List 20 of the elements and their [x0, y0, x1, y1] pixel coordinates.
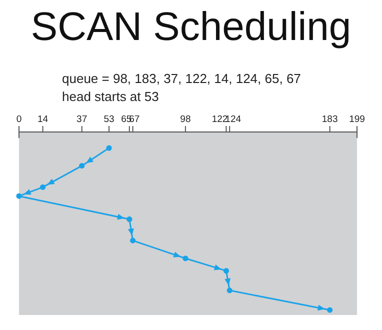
x-tick-label: 183 [322, 114, 338, 125]
point [126, 216, 132, 222]
point [223, 268, 230, 274]
x-tick-label: 53 [104, 114, 114, 125]
point [16, 193, 22, 199]
point [106, 145, 112, 151]
point [130, 238, 136, 244]
point [40, 184, 46, 190]
x-tick-label: 199 [349, 114, 365, 125]
point [226, 288, 232, 294]
chart-title: SCAN Scheduling [30, 5, 352, 49]
point [182, 256, 188, 262]
x-tick-label: 98 [180, 114, 191, 125]
chart-subtitle: queue = 98, 183, 37, 122, 14, 124, 65, 67 [62, 71, 301, 86]
text: head starts at 53 [62, 89, 159, 104]
x-tick-label: 37 [76, 114, 88, 125]
x-tick-label: 0 [16, 114, 22, 125]
point [79, 163, 85, 169]
x-tick-label: 14 [37, 114, 48, 125]
point [327, 307, 333, 313]
